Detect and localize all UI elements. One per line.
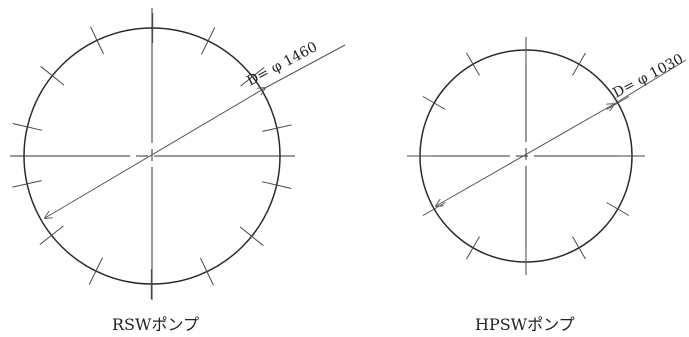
blade-tick-mark	[90, 26, 104, 55]
hpsw-pump-diagram: D= φ 1030 HPSWポンプ	[407, 37, 687, 334]
blade-tick-mark	[422, 96, 446, 110]
rsw-blade-ticks	[12, 12, 292, 300]
blade-tick-mark	[239, 226, 264, 247]
rsw-leader-line	[264, 44, 346, 89]
blade-tick-mark	[261, 181, 292, 189]
blade-tick-mark	[422, 202, 446, 216]
blade-tick-mark	[466, 236, 480, 260]
blade-tick-mark	[466, 52, 480, 76]
blade-tick-mark	[572, 236, 586, 260]
hpsw-caption: HPSWポンプ	[475, 315, 575, 334]
blade-tick-mark	[88, 257, 103, 285]
blade-tick-mark	[572, 52, 586, 76]
blade-tick-mark	[39, 225, 64, 245]
blade-tick-mark	[606, 202, 630, 216]
blade-tick-mark	[12, 180, 42, 188]
blade-tick-mark	[12, 123, 43, 131]
hpsw-leader-line	[613, 59, 687, 105]
rsw-caption: RSWポンプ	[112, 315, 199, 334]
hpsw-centerlines	[410, 42, 640, 270]
rsw-pump-diagram: D= φ 1460 RSWポンプ	[10, 8, 346, 334]
blade-tick-mark	[240, 67, 265, 87]
rsw-bore-circle	[23, 27, 281, 285]
blade-tick-mark	[200, 257, 214, 286]
blade-tick-mark	[40, 65, 65, 86]
hpsw-diameter-label: D= φ 1030	[610, 51, 686, 101]
hpsw-diameter-dimension-line	[436, 104, 614, 206]
rsw-diameter-dimension-line	[45, 88, 265, 218]
blade-tick-mark	[201, 27, 216, 55]
blade-tick-mark	[262, 124, 292, 132]
